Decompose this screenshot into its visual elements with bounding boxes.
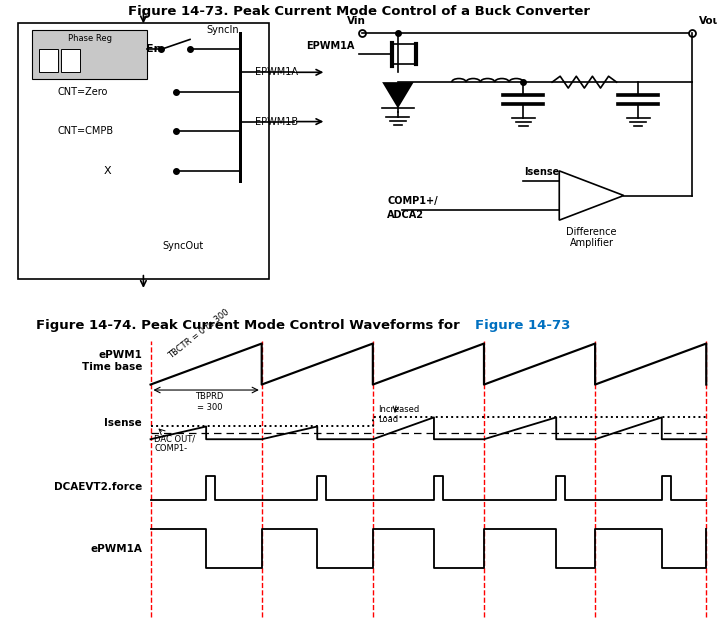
Text: TBPRD
= 300: TBPRD = 300 <box>196 392 224 412</box>
Text: Vout: Vout <box>699 16 717 26</box>
Text: TBCTR = 0 to 300: TBCTR = 0 to 300 <box>167 308 231 361</box>
Bar <box>39 49 58 73</box>
Text: ePWM1A: ePWM1A <box>90 544 142 554</box>
Text: ADCA2: ADCA2 <box>387 210 424 219</box>
Bar <box>61 49 80 73</box>
Text: EPWM1A: EPWM1A <box>307 41 355 51</box>
Text: X: X <box>104 166 111 176</box>
Text: Figure 14-73. Peak Current Mode Control of a Buck Converter: Figure 14-73. Peak Current Mode Control … <box>128 5 589 18</box>
Text: Vin: Vin <box>347 16 366 26</box>
Bar <box>18 23 269 279</box>
Text: CNT=CMPB: CNT=CMPB <box>57 126 113 136</box>
Text: Figure 14-73: Figure 14-73 <box>475 319 570 332</box>
Text: EPWM1B: EPWM1B <box>255 117 298 126</box>
Text: Phase Reg: Phase Reg <box>67 34 112 43</box>
Text: SyncOut: SyncOut <box>162 241 204 252</box>
Text: EPWM1A: EPWM1A <box>255 68 298 78</box>
Bar <box>32 30 147 79</box>
Text: SyncIn: SyncIn <box>206 25 239 35</box>
Text: Isense: Isense <box>104 418 142 428</box>
Polygon shape <box>382 82 414 108</box>
Text: ePWM1
Time base: ePWM1 Time base <box>82 350 142 372</box>
Text: CNT=Zero: CNT=Zero <box>57 87 108 97</box>
Text: Isense: Isense <box>523 167 559 177</box>
Text: Increased
Load: Increased Load <box>379 405 420 424</box>
Text: Difference
Amplifier: Difference Amplifier <box>566 227 617 249</box>
Text: DAC OUT/
COMP1-: DAC OUT/ COMP1- <box>154 434 195 453</box>
Text: DCAEVT2.force: DCAEVT2.force <box>54 482 142 492</box>
Text: En: En <box>146 44 162 55</box>
Text: COMP1+/: COMP1+/ <box>387 197 438 206</box>
Text: Figure 14-74. Peak Current Mode Control Waveforms for: Figure 14-74. Peak Current Mode Control … <box>36 319 464 332</box>
